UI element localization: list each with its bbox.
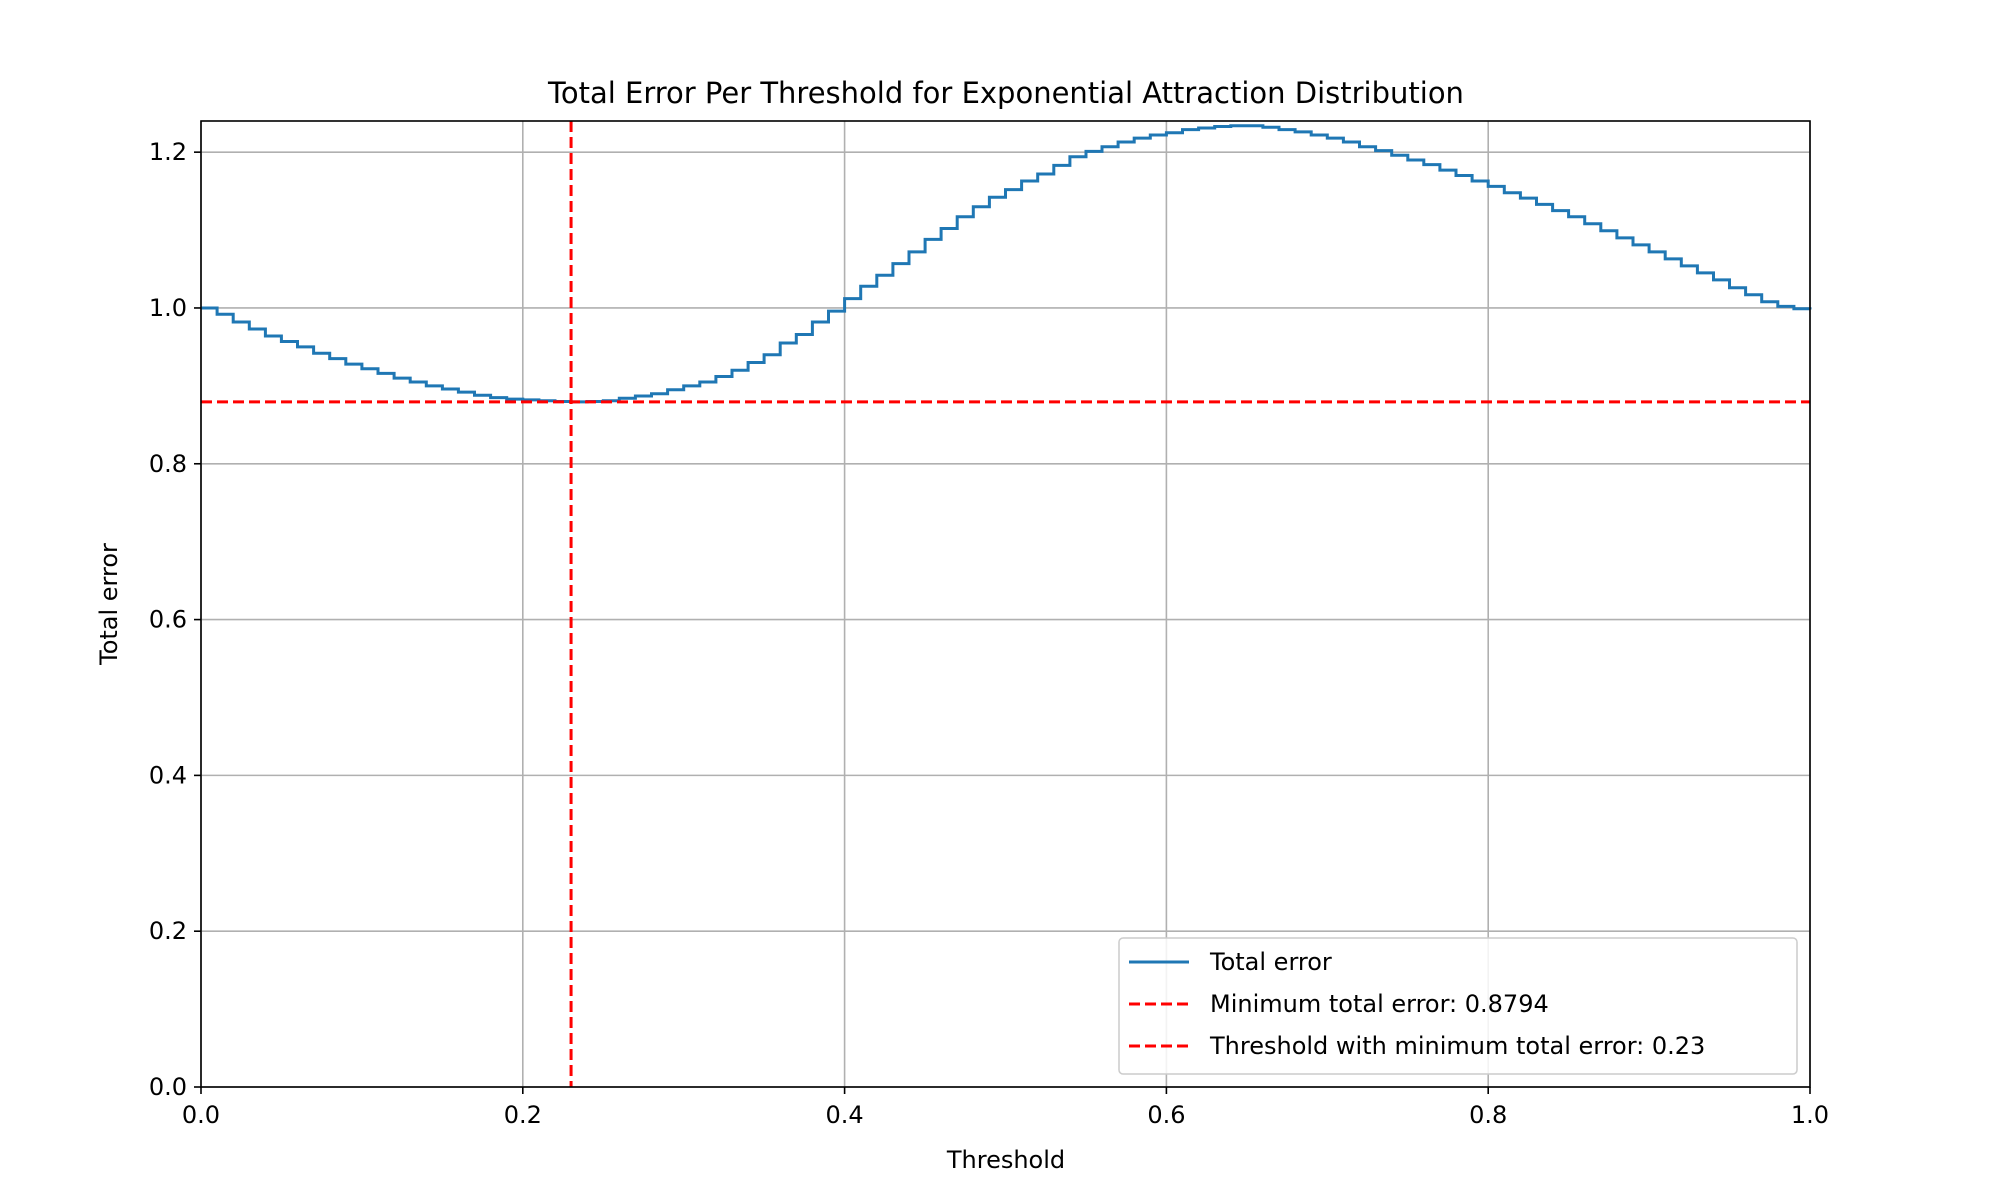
x-tick-label: 0.8 [1469,1101,1507,1129]
legend-label: Total error [1209,948,1332,976]
y-axis-title: Total error [95,543,123,666]
legend-label: Minimum total error: 0.8794 [1210,990,1549,1018]
x-tick-label: 0.2 [504,1101,542,1129]
legend-label: Threshold with minimum total error: 0.23 [1209,1032,1705,1060]
y-tick-label: 0.4 [149,761,187,789]
y-tick-label: 0.0 [149,1073,187,1101]
y-tick-label: 0.6 [149,606,187,634]
axes: 0.0 0.2 0.4 0.6 0.8 1.0 0.0 0.2 0.4 0.6 0.8 1.0 1.2 [149,120,1829,1129]
chart-title: Total Error Per Threshold for Exponentia… [547,76,1464,110]
x-tick-label: 0.0 [182,1101,220,1129]
axes-frame [200,120,1811,1088]
y-tick-label: 1.2 [149,138,187,166]
x-axis-title: Threshold [946,1146,1065,1174]
x-tick-label: 1.0 [1791,1101,1829,1129]
y-tick-label: 1.0 [149,294,187,322]
legend: Total error Minimum total error: 0.8794 Th… [1118,937,1798,1075]
legend-box [1118,937,1798,1075]
x-tick-label: 0.4 [826,1101,864,1129]
plot-area [201,121,1812,1087]
y-tick-label: 0.8 [149,450,187,478]
total-error-line [201,124,1812,404]
y-tick-label: 0.2 [149,917,187,945]
x-tick-label: 0.6 [1147,1101,1185,1129]
